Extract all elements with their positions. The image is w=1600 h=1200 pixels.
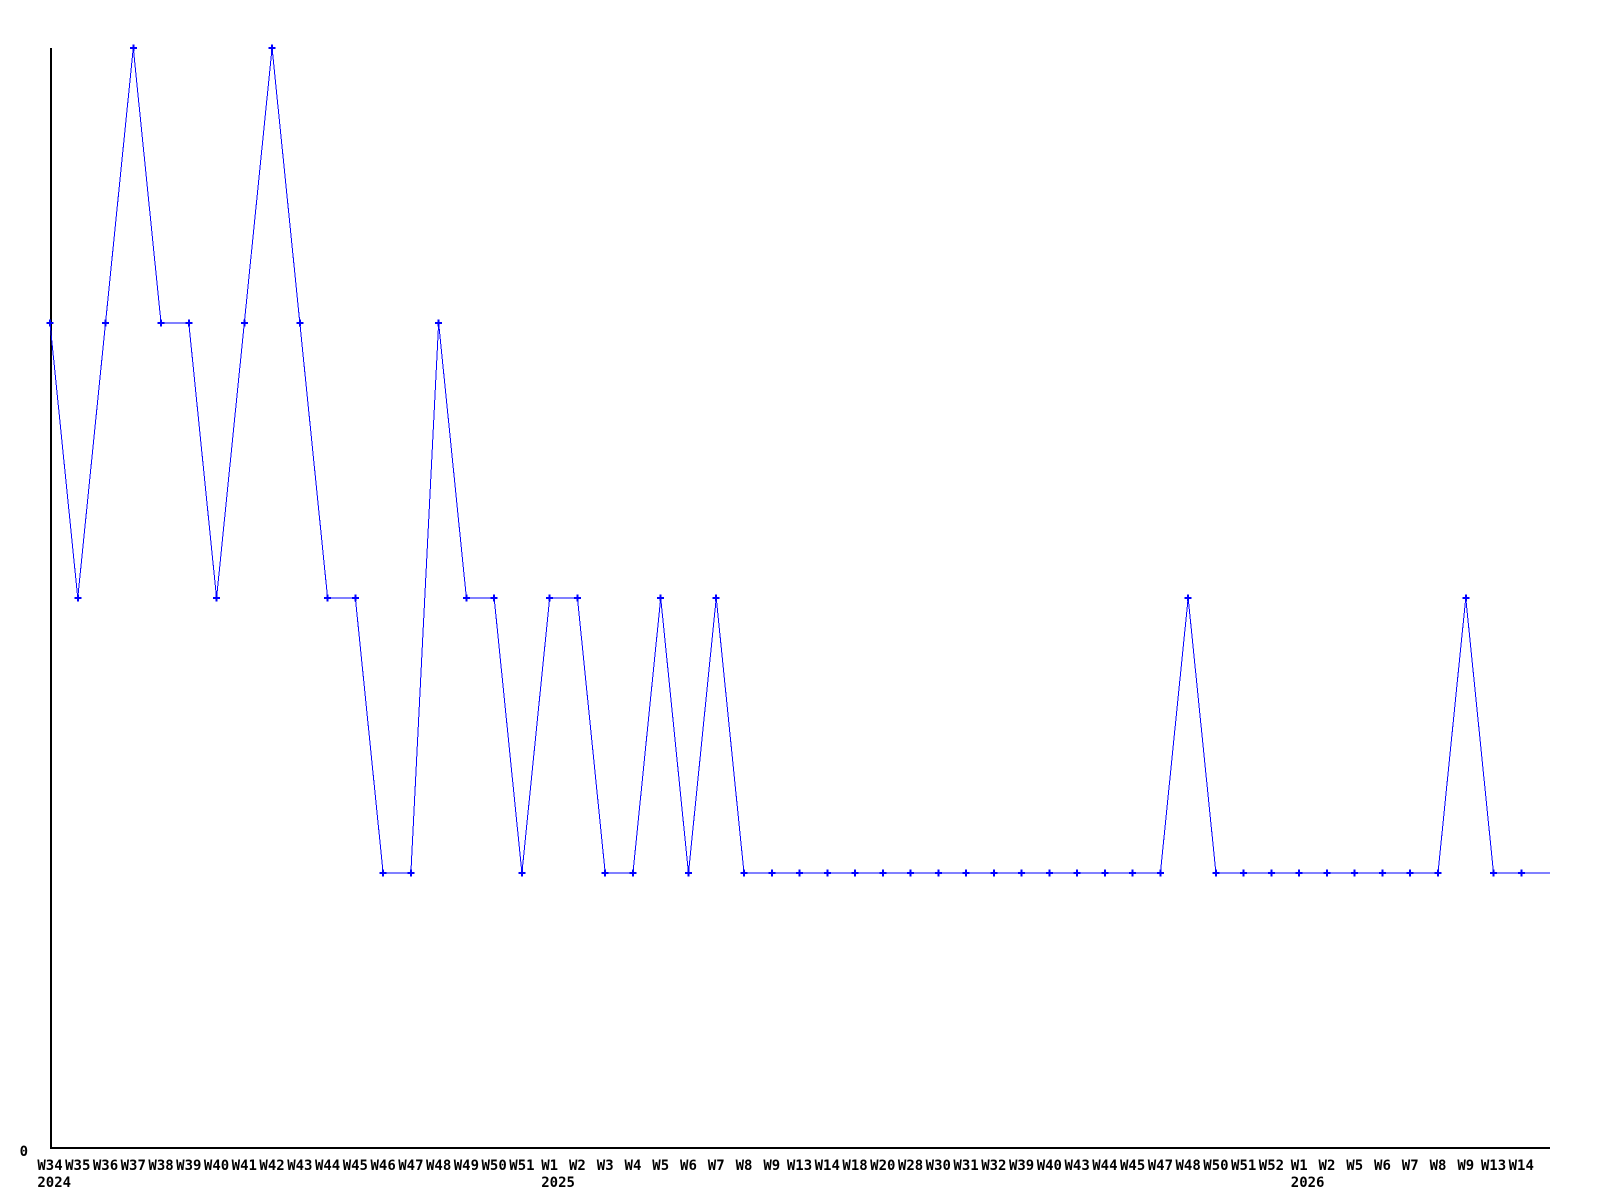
- x-tick-label: W43: [287, 1158, 312, 1174]
- year-label: 2025: [541, 1175, 575, 1191]
- x-tick-label: W38: [148, 1158, 173, 1174]
- x-tick-label: W2: [569, 1158, 586, 1174]
- x-tick-label: W40: [1037, 1158, 1062, 1174]
- x-tick-label: W52: [1259, 1158, 1284, 1174]
- x-tick-label: W32: [981, 1158, 1006, 1174]
- series-line: [49, 47, 1550, 874]
- x-tick-label: W37: [121, 1158, 146, 1174]
- x-tick-label: W45: [1120, 1158, 1145, 1174]
- x-tick-label: W39: [176, 1158, 201, 1174]
- x-tick-label: W47: [1148, 1158, 1173, 1174]
- x-tick-label: W49: [454, 1158, 479, 1174]
- x-tick-label: W36: [93, 1158, 118, 1174]
- x-tick-label: W5: [652, 1158, 669, 1174]
- x-tick-label: W48: [1176, 1158, 1201, 1174]
- x-tick-label: W50: [1203, 1158, 1228, 1174]
- x-tick-label: W7: [1402, 1158, 1419, 1174]
- x-tick-label: W13: [787, 1158, 812, 1174]
- x-tick-label: W14: [815, 1158, 840, 1174]
- x-tick-label: W30: [926, 1158, 951, 1174]
- axes: [50, 48, 1550, 1149]
- y-axis-origin-label: 0: [20, 1144, 28, 1160]
- x-tick-label: W18: [842, 1158, 867, 1174]
- x-tick-label: W41: [232, 1158, 257, 1174]
- x-tick-label: W34: [37, 1158, 62, 1174]
- year-label: 2026: [1291, 1175, 1325, 1191]
- x-tick-label: W8: [1430, 1158, 1447, 1174]
- x-tick-label: W1: [541, 1158, 558, 1174]
- x-tick-label: W6: [680, 1158, 697, 1174]
- x-tick-label: W14: [1509, 1158, 1534, 1174]
- x-tick-label: W9: [763, 1158, 780, 1174]
- x-tick-label: W45: [343, 1158, 368, 1174]
- x-tick-label: W28: [898, 1158, 923, 1174]
- x-tick-label: W51: [509, 1158, 534, 1174]
- x-tick-label: W50: [482, 1158, 507, 1174]
- x-tick-label: W3: [597, 1158, 614, 1174]
- x-tick-label: W44: [315, 1158, 340, 1174]
- x-tick-label: W51: [1231, 1158, 1256, 1174]
- x-tick-label: W4: [625, 1158, 642, 1174]
- x-tick-label: W8: [736, 1158, 753, 1174]
- x-tick-label: W1: [1291, 1158, 1308, 1174]
- x-tick-label: W13: [1481, 1158, 1506, 1174]
- x-tick-label: W20: [870, 1158, 895, 1174]
- x-tick-label: W47: [398, 1158, 423, 1174]
- x-tick-label: W2: [1319, 1158, 1336, 1174]
- x-tick-label: W43: [1064, 1158, 1089, 1174]
- x-tick-label: W6: [1374, 1158, 1391, 1174]
- year-label: 2024: [37, 1175, 71, 1191]
- x-tick-label: W9: [1457, 1158, 1474, 1174]
- x-tick-label: W39: [1009, 1158, 1034, 1174]
- data-point-markers: [46, 44, 1525, 877]
- x-tick-label: W31: [953, 1158, 978, 1174]
- x-tick-label: W44: [1092, 1158, 1117, 1174]
- x-tick-label: W40: [204, 1158, 229, 1174]
- x-tick-label: W48: [426, 1158, 451, 1174]
- x-tick-label: W35: [65, 1158, 90, 1174]
- x-tick-label: W5: [1346, 1158, 1363, 1174]
- x-tick-label: W46: [370, 1158, 395, 1174]
- x-tick-label: W7: [708, 1158, 725, 1174]
- x-tick-label: W42: [259, 1158, 284, 1174]
